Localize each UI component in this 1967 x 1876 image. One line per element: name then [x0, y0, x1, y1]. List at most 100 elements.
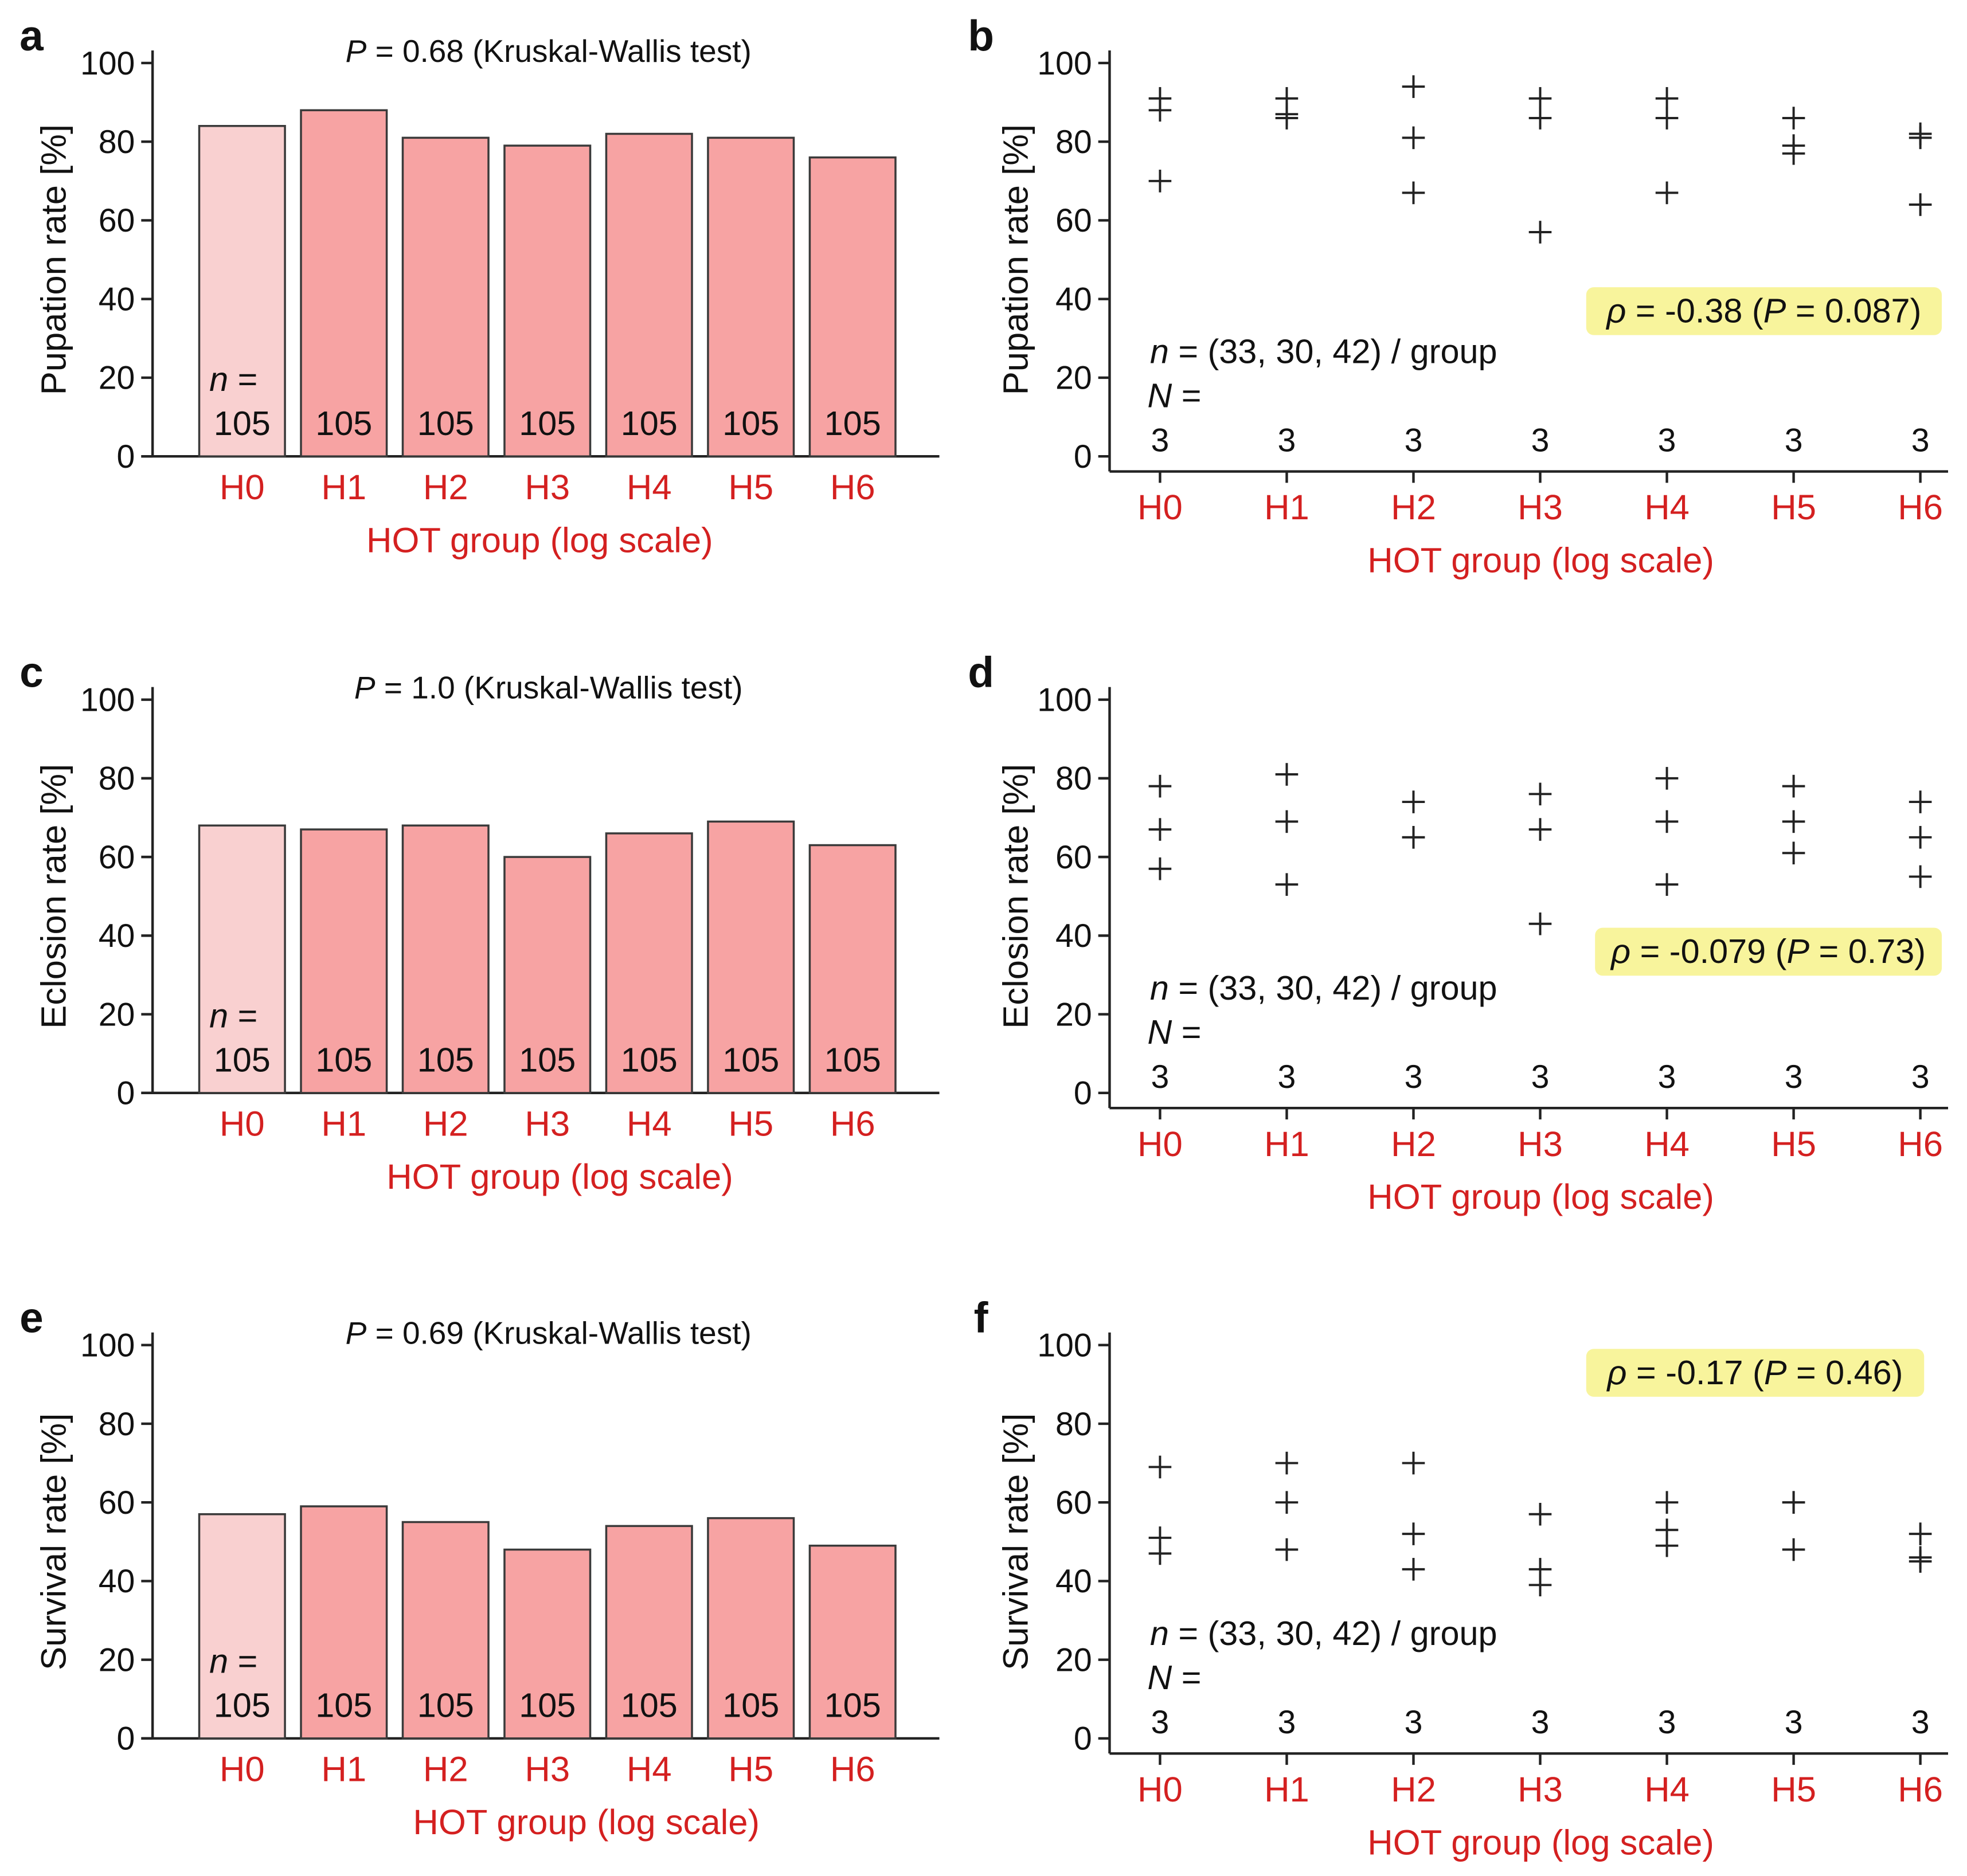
x-tick-label: H5: [1771, 1125, 1816, 1164]
y-tick-label: 100: [80, 682, 135, 718]
bar-n-label: 105: [519, 404, 576, 442]
y-tick-label: 20: [1055, 1642, 1092, 1678]
y-axis-label: Survival rate [%]: [996, 1413, 1035, 1670]
marker-H5: [1782, 1491, 1805, 1514]
x-tick-label: H1: [321, 1105, 366, 1144]
N-value-label: 3: [1911, 422, 1930, 459]
x-tick-label: H0: [1137, 1770, 1183, 1810]
chart-title: P = 0.69 (Kruskal-Wallis test): [346, 1315, 752, 1351]
y-axis-label: Eclosion rate [%]: [34, 764, 73, 1029]
bar-n-label: 105: [214, 404, 271, 442]
bar-H1: [300, 828, 388, 1094]
x-tick-label: H6: [830, 468, 875, 507]
x-tick-label: H2: [423, 1105, 468, 1144]
N-value-label: 3: [1151, 422, 1170, 459]
marker-H3: [1528, 912, 1552, 935]
bar-H2: [401, 136, 490, 457]
x-tick-label: H0: [220, 468, 265, 507]
marker-H0: [1148, 99, 1172, 122]
bar-n-label: 105: [417, 404, 474, 442]
marker-H5: [1782, 841, 1805, 865]
marker-H3: [1528, 1573, 1552, 1597]
x-tick-label: H6: [830, 1105, 875, 1144]
panel-letter: f: [974, 1294, 989, 1342]
panel-e: e 0 20 40 60 80 100 Survival rate [%] 105 105 105 1…: [19, 1294, 940, 1842]
rho-label: ρ = -0.17 (P = 0.46): [1606, 1353, 1903, 1392]
rho-label: ρ = -0.079 (P = 0.73): [1610, 932, 1926, 970]
x-tick-label: H6: [1898, 488, 1943, 527]
bar-H1: [300, 1505, 388, 1740]
bar-H5: [707, 136, 795, 457]
bar-H0: [198, 1513, 286, 1740]
marker-H2: [1402, 126, 1425, 150]
y-axis-label: Eclosion rate [%]: [996, 764, 1035, 1029]
marker-H2: [1402, 790, 1425, 813]
y-tick-label: 40: [1055, 281, 1092, 318]
bar-H3: [503, 1548, 592, 1740]
marker-H3: [1528, 87, 1552, 110]
y-tick-label: 80: [99, 124, 135, 160]
y-tick-label: 20: [99, 360, 135, 397]
y-tick-label: 100: [80, 45, 135, 82]
x-axis-label: HOT group (log scale): [386, 1157, 733, 1197]
bar-n-label: 105: [621, 1040, 678, 1079]
y-tick-label: 40: [99, 281, 135, 318]
y-tick-label: 80: [1055, 761, 1092, 797]
x-tick-label: H1: [1264, 1125, 1309, 1164]
x-axis-label: HOT group (log scale): [1367, 1823, 1714, 1862]
n-group-label: n = (33, 30, 42) / group: [1150, 332, 1497, 370]
panel-letter: b: [968, 11, 994, 60]
N-value-label: 3: [1278, 1059, 1296, 1095]
y-tick-label: 80: [99, 761, 135, 797]
N-value-label: 3: [1911, 1059, 1930, 1095]
x-tick-label: H0: [1137, 1125, 1183, 1164]
bar-n-label: 105: [824, 1040, 881, 1079]
marker-H2: [1402, 1558, 1425, 1581]
N-value-label: 3: [1911, 1704, 1930, 1741]
N-value-label: 3: [1531, 1059, 1550, 1095]
marker-H1: [1275, 107, 1299, 130]
N-value-label: 3: [1658, 1059, 1676, 1095]
panel-letter: a: [19, 11, 44, 60]
y-tick-label: 80: [1055, 1406, 1092, 1443]
marker-H5: [1782, 107, 1805, 130]
bar-n-label: 105: [417, 1040, 474, 1079]
panel-letter: d: [968, 648, 994, 696]
N-prefix-label: N =: [1147, 376, 1201, 414]
y-tick-label: 100: [1037, 45, 1092, 82]
x-axis-label: HOT group (log scale): [1367, 541, 1714, 581]
y-tick-label: 20: [1055, 996, 1092, 1033]
N-prefix-label: N =: [1147, 1013, 1201, 1051]
y-tick-label: 60: [99, 202, 135, 239]
rho-label: ρ = -0.38 (P = 0.087): [1605, 292, 1921, 330]
marker-H6: [1909, 1522, 1932, 1545]
rho-highlight: [1586, 287, 1942, 335]
marker-H6: [1909, 193, 1932, 216]
panel-d: d 0 20 40 60 80 100 Eclosion rate [%] 3 3 3 3 3 3 3 n =…: [968, 648, 1949, 1217]
N-value-label: 3: [1785, 1704, 1803, 1741]
x-tick-label: H4: [627, 468, 672, 507]
n-prefix-label: n =: [209, 360, 257, 398]
n-group-label: n = (33, 30, 42) / group: [1150, 1614, 1497, 1652]
bar-H4: [605, 132, 693, 457]
bar-n-label: 105: [824, 1686, 881, 1725]
x-tick-label: H5: [728, 1750, 773, 1789]
panel-c: c 0 20 40 60 80 100 Eclosion rate [%] 105 105 105 1…: [19, 648, 940, 1197]
y-tick-label: 100: [1037, 1327, 1092, 1364]
bar-H4: [605, 1525, 693, 1740]
y-tick-label: 20: [1055, 360, 1092, 397]
N-value-label: 3: [1785, 422, 1803, 459]
bar-n-label: 105: [214, 1040, 271, 1079]
marker-H4: [1655, 1534, 1679, 1557]
x-tick-label: H3: [525, 1105, 570, 1144]
bar-H6: [808, 844, 897, 1094]
bar-H0: [198, 125, 286, 457]
x-tick-label: H1: [1264, 488, 1309, 527]
N-value-label: 3: [1151, 1059, 1170, 1095]
bar-n-label: 105: [722, 404, 779, 442]
marker-H0: [1148, 1542, 1172, 1565]
marker-H1: [1275, 873, 1299, 896]
marker-H6: [1909, 826, 1932, 849]
x-tick-label: H2: [1391, 488, 1436, 527]
panel-letter: e: [19, 1294, 44, 1342]
